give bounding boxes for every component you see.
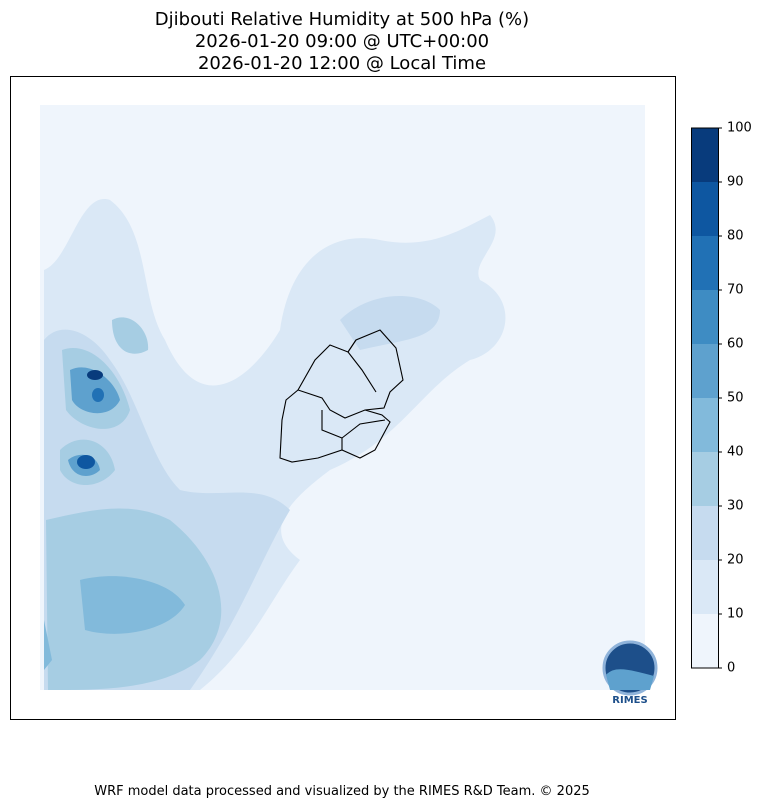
colorbar-bin: [691, 398, 718, 452]
borders: [279, 329, 404, 463]
colorbar-bin: [691, 506, 718, 560]
humidity-80-90: [77, 455, 95, 469]
colorbar-bin: [691, 182, 718, 236]
colorbar-tick-label: 80: [727, 229, 744, 244]
humidity-90-100: [87, 370, 103, 380]
colorbar-bin: [691, 290, 718, 344]
colorbar-tick-label: 70: [727, 283, 744, 298]
title-line: 2026-01-20 09:00 @ UTC+00:00: [195, 31, 489, 52]
colorbar-tick-label: 10: [727, 607, 744, 622]
humidity-50-60: [68, 367, 120, 476]
colorbar-tick-label: 50: [727, 391, 744, 406]
title-line: 2026-01-20 12:00 @ Local Time: [198, 53, 486, 74]
colorbar-tick-label: 30: [727, 499, 744, 514]
footer: WRF model data processed and visualized …: [94, 784, 590, 799]
colorbar-tick-label: 60: [727, 337, 744, 352]
colorbar-tick-label: 40: [727, 445, 744, 460]
map: [40, 105, 645, 690]
humidity-70-80: [92, 388, 104, 402]
humidity-40-50: [44, 576, 185, 670]
plot-frame: [10, 76, 676, 720]
colorbar-bin: [691, 560, 718, 614]
title-line: Djibouti Relative Humidity at 500 hPa (%…: [155, 9, 529, 30]
logo-text: RIMES: [612, 695, 647, 706]
colorbar-bin: [691, 344, 718, 398]
colorbar-bin: [691, 614, 718, 668]
logo-wave: [606, 669, 654, 690]
colorbar-tick-label: 20: [727, 553, 744, 568]
colorbar-tick-label: 100: [727, 121, 752, 136]
colorbar-bin: [691, 128, 718, 182]
colorbar: 0 10 20 30 40 50 60 70 80 90 100: [691, 121, 752, 676]
colorbar-tick-label: 0: [727, 661, 735, 676]
logo: RIMES: [602, 640, 658, 706]
colorbar-tick-label: 90: [727, 175, 744, 190]
colorbar-bin: [691, 236, 718, 290]
colorbar-bin: [691, 452, 718, 506]
